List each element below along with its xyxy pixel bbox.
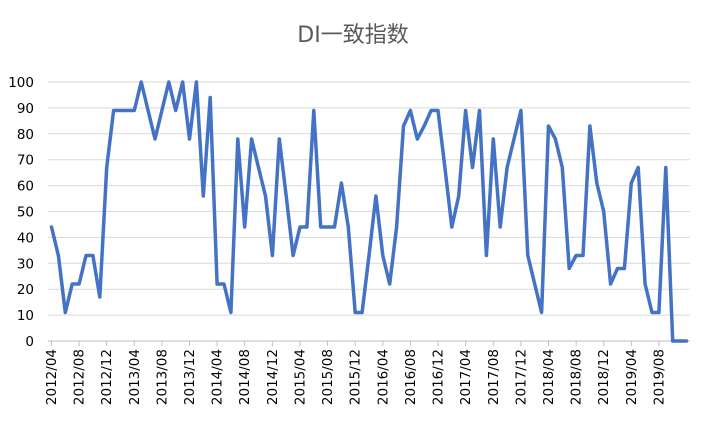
x-tick-label: 2012/12 bbox=[99, 349, 115, 405]
x-tick-label: 2016/12 bbox=[431, 349, 447, 405]
x-tick-label: 2012/04 bbox=[44, 349, 60, 405]
x-tick-label: 2019/08 bbox=[651, 349, 667, 405]
x-tick-label: 2013/08 bbox=[154, 349, 170, 405]
x-tick-label: 2018/04 bbox=[541, 349, 557, 405]
y-tick-label: 70 bbox=[17, 153, 34, 169]
y-tick-label: 30 bbox=[17, 256, 34, 272]
x-tick-label: 2015/04 bbox=[292, 349, 308, 405]
x-tick-label: 2013/04 bbox=[127, 349, 143, 405]
y-tick-label: 50 bbox=[17, 205, 34, 221]
x-tick-label: 2019/04 bbox=[624, 349, 640, 405]
chart-title: DI一致指数 bbox=[297, 23, 408, 48]
x-tick-label: 2014/08 bbox=[237, 349, 253, 405]
x-tick-label: 2015/12 bbox=[348, 349, 364, 405]
series-line-0 bbox=[49, 80, 689, 343]
x-tick-label: 2018/08 bbox=[569, 349, 585, 405]
y-tick-label: 100 bbox=[8, 75, 34, 91]
x-tick-label: 2014/12 bbox=[265, 349, 281, 405]
x-tick-label: 2017/04 bbox=[458, 349, 474, 405]
y-tick-label: 60 bbox=[17, 179, 34, 195]
y-tick-label: 10 bbox=[17, 308, 34, 324]
x-tick-label: 2017/12 bbox=[513, 349, 529, 405]
series bbox=[49, 80, 689, 343]
x-tick-label: 2016/08 bbox=[403, 349, 419, 405]
x-axis-ticks: 2012/04 2012/08 2012/12 2013/04 2013/08 2013/… bbox=[44, 341, 667, 405]
x-tick-label: 2018/12 bbox=[596, 349, 612, 405]
x-tick-label: 2012/08 bbox=[72, 349, 88, 405]
gridlines bbox=[48, 81, 690, 316]
x-tick-label: 2016/04 bbox=[375, 349, 391, 405]
y-tick-label: 40 bbox=[17, 230, 34, 246]
y-axis-ticks: 0 10 20 30 40 50 60 70 80 90 100 bbox=[8, 75, 34, 350]
y-tick-label: 90 bbox=[17, 101, 34, 117]
x-tick-label: 2014/04 bbox=[210, 349, 226, 405]
y-tick-label: 20 bbox=[17, 282, 34, 298]
x-tick-label: 2017/08 bbox=[486, 349, 502, 405]
x-tick-label: 2015/08 bbox=[320, 349, 336, 405]
y-tick-label: 80 bbox=[17, 127, 34, 143]
y-tick-label: 0 bbox=[25, 334, 34, 350]
x-tick-label: 2013/12 bbox=[182, 349, 198, 405]
